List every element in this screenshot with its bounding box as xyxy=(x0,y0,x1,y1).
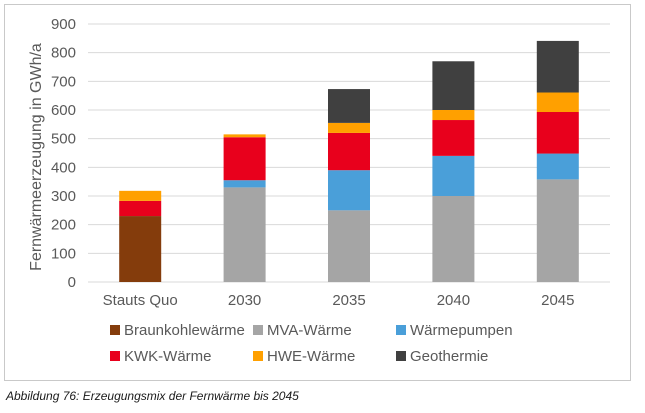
bar-segment xyxy=(119,200,162,217)
bar-segment xyxy=(536,112,579,154)
legend-label: Wärmepumpen xyxy=(410,322,513,339)
chart-frame xyxy=(4,4,631,381)
legend-label: Geothermie xyxy=(410,348,488,365)
y-tick-label: 400 xyxy=(51,159,76,176)
y-tick-label: 700 xyxy=(51,73,76,90)
bar-segment xyxy=(328,89,370,123)
x-tick-label: 2045 xyxy=(541,292,574,309)
y-tick-label: 900 xyxy=(51,16,76,33)
y-tick-label: 500 xyxy=(51,131,76,148)
legend: Braunkohlewärme MVA-Wärme Wärmepumpen KWK-W… xyxy=(110,322,513,365)
y-tick-label: 0 xyxy=(68,274,76,291)
bar-segment xyxy=(432,110,475,121)
y-axis-ticks: 0 100 200 300 400 500 600 700 800 900 xyxy=(51,16,76,291)
bar-segment xyxy=(223,134,266,138)
bar-segment xyxy=(536,40,579,93)
y-axis-label: Fernwärmeerzeugung in GWh/a xyxy=(28,43,45,271)
x-axis-ticks: Stauts Quo 2030 2035 2040 2045 xyxy=(103,292,575,309)
chart: 0 100 200 300 400 500 600 700 800 900 Stauts Quo 2… xyxy=(28,16,610,365)
legend-label: MVA-Wärme xyxy=(267,322,352,339)
y-tick-label: 800 xyxy=(51,45,76,62)
legend-swatch xyxy=(253,351,263,361)
legend-swatch xyxy=(253,325,263,335)
bar-segment xyxy=(223,187,266,282)
x-tick-label: 2040 xyxy=(437,292,470,309)
bar-segment xyxy=(536,179,579,282)
bar-segment xyxy=(119,216,162,282)
y-tick-label: 100 xyxy=(51,245,76,262)
x-tick-label: 2035 xyxy=(332,292,365,309)
bar-segment xyxy=(328,132,370,171)
y-tick-label: 300 xyxy=(51,188,76,205)
y-tick-label: 200 xyxy=(51,217,76,234)
bars xyxy=(119,40,579,282)
bar-segment xyxy=(119,190,162,201)
bar-segment xyxy=(432,61,475,110)
legend-swatch xyxy=(396,351,406,361)
legend-label: HWE-Wärme xyxy=(267,348,355,365)
bar-segment xyxy=(536,92,579,113)
bar-segment xyxy=(223,137,266,181)
legend-swatch xyxy=(110,325,120,335)
bar-segment xyxy=(432,155,475,196)
bar-segment xyxy=(432,120,475,156)
y-tick-label: 600 xyxy=(51,102,76,119)
bar-segment xyxy=(328,210,370,282)
bar-segment xyxy=(536,153,579,180)
gridlines xyxy=(88,23,610,283)
legend-label: KWK-Wärme xyxy=(124,348,212,365)
bar-segment xyxy=(223,180,266,188)
figure-caption: Abbildung 76: Erzeugungsmix der Fernwärm… xyxy=(6,389,299,403)
x-tick-label: 2030 xyxy=(228,292,261,309)
bar-segment xyxy=(328,122,370,133)
x-tick-label: Stauts Quo xyxy=(103,292,178,309)
bar-segment xyxy=(432,196,475,282)
bar-segment xyxy=(328,170,370,211)
legend-swatch xyxy=(110,351,120,361)
legend-swatch xyxy=(396,325,406,335)
legend-label: Braunkohlewärme xyxy=(124,322,245,339)
